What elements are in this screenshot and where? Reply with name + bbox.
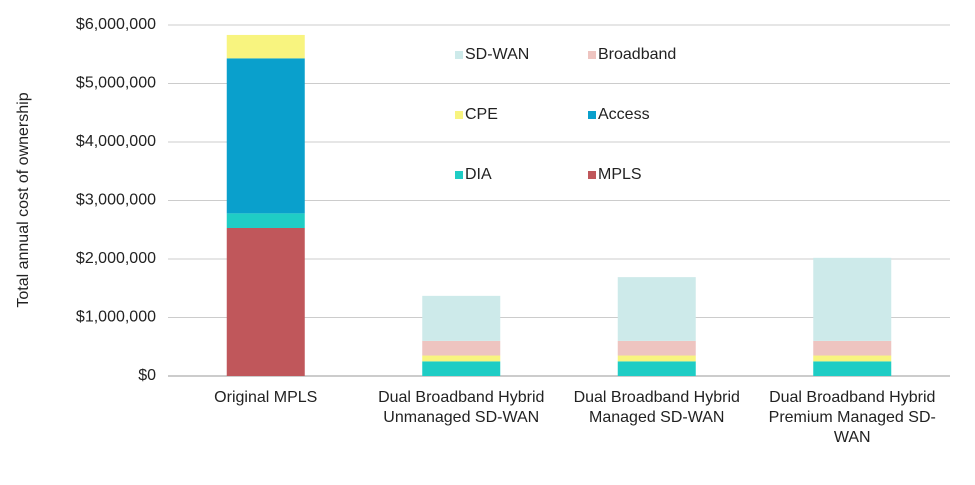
legend-swatch [455, 171, 463, 179]
legend-swatch [588, 111, 596, 119]
y-tick-label: $0 [138, 367, 156, 384]
legend-swatch [588, 171, 596, 179]
bar-segment [617, 355, 696, 362]
bar-segment [422, 295, 501, 341]
x-tick-label: Dual Broadband Hybrid Unmanaged SD-WAN [378, 389, 545, 426]
legend-swatch [455, 111, 463, 119]
legend-label: CPE [465, 106, 498, 123]
legend-label: MPLS [598, 166, 642, 183]
bar-segment [226, 227, 305, 376]
bar-segment [422, 361, 501, 376]
bar-segment [617, 340, 696, 356]
legend-swatch [455, 51, 463, 59]
x-tick-label: Dual Broadband Hybrid Premium Managed SD… [768, 389, 936, 446]
bar-segment [813, 340, 892, 356]
y-tick-label: $6,000,000 [76, 16, 156, 33]
y-tick-label: $1,000,000 [76, 309, 156, 326]
legend-label: SD-WAN [465, 46, 529, 63]
y-axis-title: Total annual cost of ownership [15, 92, 32, 307]
legend-label: Broadband [598, 46, 676, 63]
legend-swatch [588, 51, 596, 59]
y-tick-label: $4,000,000 [76, 133, 156, 150]
bar-segment [422, 355, 501, 362]
bar-segment [617, 277, 696, 341]
bar-segment [226, 34, 305, 59]
y-tick-label: $3,000,000 [76, 192, 156, 209]
bar-segment [226, 58, 305, 214]
bar-segment [813, 257, 892, 341]
bar-segment [813, 355, 892, 362]
y-tick-label: $2,000,000 [76, 250, 156, 267]
x-tick-label: Original MPLS [214, 389, 318, 406]
bar-segment [226, 213, 305, 228]
bar-segment [422, 340, 501, 356]
bar-segment [813, 361, 892, 376]
bar-segment [617, 361, 696, 376]
x-tick-label: Dual Broadband Hybrid Managed SD-WAN [573, 389, 740, 426]
legend-label: DIA [465, 166, 492, 183]
legend-label: Access [598, 106, 650, 123]
y-tick-label: $5,000,000 [76, 75, 156, 92]
